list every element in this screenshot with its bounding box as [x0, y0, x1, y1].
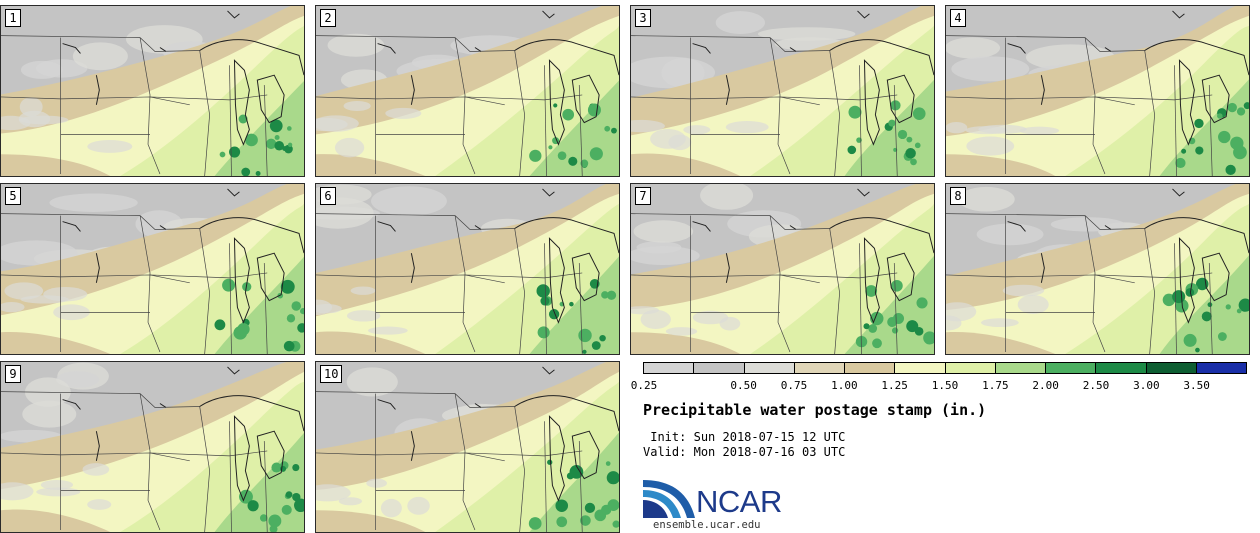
colorbar-segment: [744, 363, 795, 373]
member-number-label: 7: [635, 187, 651, 205]
forecast-panel-3: 3: [630, 5, 935, 177]
colorbar-segment: [1146, 363, 1197, 373]
forecast-panel-10: 10: [315, 361, 620, 533]
init-value: Sun 2018-07-15 12 UTC: [693, 430, 846, 444]
ncar-logo-icon: [643, 480, 695, 518]
colorbar-segment: [1096, 363, 1147, 373]
precipitable-water-map: [316, 362, 619, 532]
valid-value: Mon 2018-07-16 03 UTC: [693, 445, 846, 459]
colorbar-segment: [845, 363, 896, 373]
init-time: Init: Sun 2018-07-15 12 UTC: [643, 430, 845, 444]
init-label: Init:: [643, 430, 687, 444]
forecast-panel-5: 5: [0, 183, 305, 355]
forecast-panel-2: 2: [315, 5, 620, 177]
colorbar-tick-label: 0.25: [630, 379, 658, 392]
member-number-label: 9: [5, 365, 21, 383]
forecast-panel-9: 9: [0, 361, 305, 533]
forecast-panel-6: 6: [315, 183, 620, 355]
ncar-logo-url: ensemble.ucar.edu: [653, 519, 761, 531]
colorbar-segment: [895, 363, 946, 373]
member-number-label: 3: [635, 9, 651, 27]
colorbar-segment: [694, 363, 745, 373]
precipitable-water-map: [316, 184, 619, 354]
ncar-logo-text: NCAR: [696, 484, 782, 519]
precipitable-water-map: [946, 6, 1249, 176]
forecast-panel-7: 7: [630, 183, 935, 355]
member-number-label: 8: [950, 187, 966, 205]
precipitable-water-map: [1, 362, 304, 532]
precipitable-water-map: [316, 6, 619, 176]
member-number-label: 5: [5, 187, 21, 205]
valid-label: Valid:: [643, 445, 687, 459]
colorbar-tick-label: 2.50: [1082, 379, 1110, 392]
colorbar-segment: [995, 363, 1046, 373]
colorbar-tick-label: 0.50: [730, 379, 757, 392]
precipitable-water-map: [631, 6, 934, 176]
valid-time: Valid: Mon 2018-07-16 03 UTC: [643, 445, 845, 459]
colorbar-tick-label: 3.00: [1133, 379, 1160, 392]
member-number-label: 4: [950, 9, 966, 27]
precipitable-water-map: [946, 184, 1249, 354]
precipitable-water-map: [631, 184, 934, 354]
colorbar-segment: [1046, 363, 1097, 373]
forecast-panel-8: 8: [945, 183, 1250, 355]
member-number-label: 2: [320, 9, 336, 27]
precipitable-water-map: [1, 184, 304, 354]
colorbar-tick-label: 0.75: [780, 379, 808, 392]
colorbar-tick-label: 1.25: [881, 379, 908, 392]
colorbar-tick-label: 3.50: [1183, 379, 1210, 392]
colorbar-tick-label: 1.75: [982, 379, 1009, 392]
colorbar-tick-label: 2.00: [1032, 379, 1059, 392]
colorbar-tick-label: 1.50: [931, 379, 959, 392]
colorbar-segment: [1196, 363, 1246, 373]
forecast-panel-4: 4: [945, 5, 1250, 177]
colorbar-segment: [945, 363, 996, 373]
colorbar-segment: [644, 363, 695, 373]
colorbar-tick-label: 1.00: [831, 379, 858, 392]
member-number-label: 1: [5, 9, 21, 27]
forecast-panel-1: 1: [0, 5, 305, 177]
precipitable-water-colorbar: [643, 362, 1247, 374]
chart-title: Precipitable water postage stamp (in.): [643, 401, 987, 419]
member-number-label: 6: [320, 187, 336, 205]
member-number-label: 10: [320, 365, 343, 383]
precipitable-water-map: [1, 6, 304, 176]
colorbar-segment: [794, 363, 845, 373]
